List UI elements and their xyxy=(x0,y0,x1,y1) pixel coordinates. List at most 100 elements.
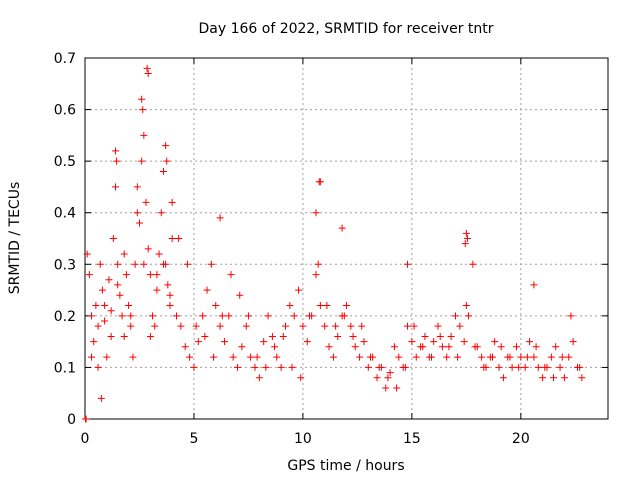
data-point xyxy=(83,250,91,258)
data-point xyxy=(286,302,294,310)
data-point xyxy=(567,312,575,320)
data-point xyxy=(480,363,488,371)
x-tick-label: 20 xyxy=(512,431,530,447)
data-point xyxy=(521,363,529,371)
data-point xyxy=(97,394,105,402)
data-point xyxy=(227,271,235,279)
data-points xyxy=(81,64,586,423)
data-point xyxy=(332,322,340,330)
data-point xyxy=(550,374,558,382)
data-point xyxy=(560,374,568,382)
data-point xyxy=(323,302,331,310)
data-point xyxy=(138,95,146,103)
data-point xyxy=(203,286,211,294)
data-point xyxy=(114,281,122,289)
data-point xyxy=(234,363,242,371)
data-point xyxy=(552,343,560,351)
data-point xyxy=(142,198,150,206)
data-point xyxy=(103,353,111,361)
data-point xyxy=(88,312,96,320)
data-point xyxy=(347,322,355,330)
data-point xyxy=(122,271,130,279)
data-point xyxy=(159,260,167,268)
data-point xyxy=(168,235,176,242)
data-point xyxy=(251,363,259,371)
data-point xyxy=(408,338,416,346)
data-point xyxy=(177,322,185,330)
y-axis-label: SRMTID / TECUs xyxy=(7,182,23,295)
data-point xyxy=(107,332,115,340)
data-point xyxy=(164,281,172,289)
data-point xyxy=(329,353,337,361)
data-point xyxy=(338,224,346,232)
data-point xyxy=(556,363,564,371)
data-point xyxy=(153,286,161,294)
data-point xyxy=(395,353,403,361)
data-point xyxy=(244,312,252,320)
data-point xyxy=(356,353,364,361)
data-point xyxy=(218,312,226,320)
data-point xyxy=(281,322,289,330)
data-point xyxy=(153,271,161,279)
data-point xyxy=(135,219,143,227)
data-point xyxy=(471,343,479,351)
data-point xyxy=(410,322,418,330)
data-point xyxy=(366,353,374,361)
data-point xyxy=(532,343,540,351)
data-point xyxy=(430,338,438,346)
data-point xyxy=(578,374,586,382)
data-point xyxy=(340,312,348,320)
data-point xyxy=(225,312,233,320)
data-point xyxy=(351,343,359,351)
data-point xyxy=(576,363,584,371)
data-point xyxy=(116,291,124,299)
data-point xyxy=(565,353,573,361)
plot-border xyxy=(84,57,609,420)
data-point xyxy=(144,245,152,253)
data-point xyxy=(264,312,272,320)
data-point xyxy=(94,322,102,330)
data-point xyxy=(401,363,409,371)
data-point xyxy=(113,157,121,165)
data-point xyxy=(166,302,174,310)
data-point xyxy=(541,363,549,371)
data-point xyxy=(495,363,503,371)
data-point xyxy=(517,353,525,361)
data-point xyxy=(168,198,176,206)
data-point xyxy=(469,260,477,268)
data-point xyxy=(445,343,453,351)
data-point xyxy=(534,363,542,371)
data-point xyxy=(260,338,268,346)
data-point xyxy=(303,338,311,346)
data-point xyxy=(90,338,98,346)
data-point xyxy=(569,338,577,346)
data-point xyxy=(183,260,191,268)
data-point xyxy=(133,209,141,217)
data-point xyxy=(181,343,189,351)
data-point xyxy=(94,363,102,371)
data-point xyxy=(539,374,547,382)
data-point xyxy=(253,353,261,361)
data-point xyxy=(456,322,464,330)
x-tick-label: 15 xyxy=(403,431,421,447)
data-point xyxy=(316,178,324,186)
data-point xyxy=(271,343,279,351)
data-point xyxy=(375,363,383,371)
data-point xyxy=(334,332,342,340)
data-point xyxy=(101,317,109,325)
data-point xyxy=(238,343,246,351)
y-tick-label: 0.5 xyxy=(54,154,76,170)
data-point xyxy=(143,64,151,72)
x-tick-label: 0 xyxy=(81,431,90,447)
data-point xyxy=(465,312,473,320)
data-point xyxy=(212,302,220,310)
data-point xyxy=(491,338,499,346)
data-point xyxy=(512,343,520,351)
data-point xyxy=(404,322,412,330)
data-point xyxy=(216,322,224,330)
data-point xyxy=(558,353,566,361)
data-point xyxy=(236,291,244,299)
data-point xyxy=(255,374,263,382)
data-point xyxy=(295,286,303,294)
data-point xyxy=(384,374,392,382)
